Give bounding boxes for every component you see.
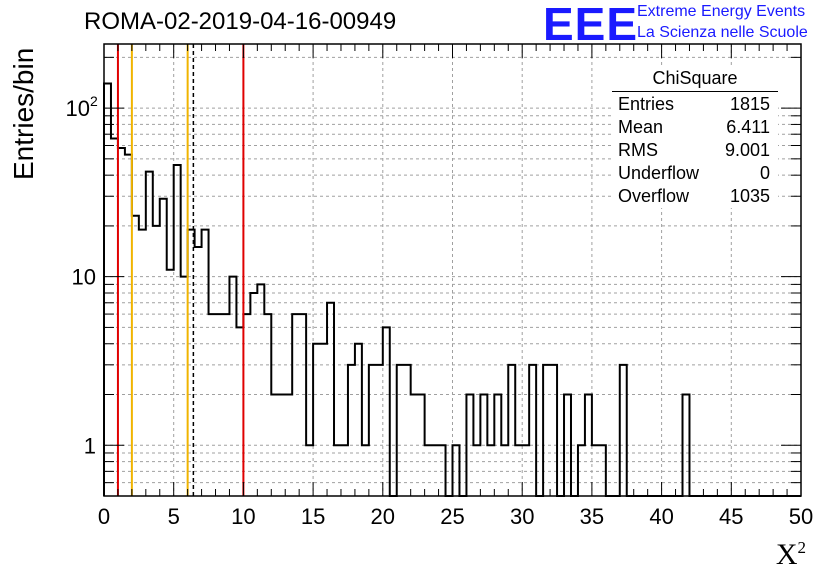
- stats-row-entries: Entries 1815: [618, 94, 770, 117]
- stats-row-overflow: Overflow 1035: [618, 186, 770, 209]
- x-tick-label: 35: [580, 504, 604, 529]
- x-tick-label: 50: [789, 504, 813, 529]
- y-tick-label: 10: [66, 96, 90, 121]
- stats-key: Mean: [618, 117, 664, 137]
- x-axis-label-sup: 2: [797, 538, 807, 557]
- x-axis: 0 5 10 15 20 25 30 35 40 45 50: [98, 44, 813, 529]
- y-tick-label-exponent: 2: [90, 93, 98, 109]
- stats-divider: [612, 91, 778, 92]
- x-tick-label: 15: [301, 504, 325, 529]
- x-tick-label: 5: [168, 504, 180, 529]
- stats-key: Entries: [618, 94, 675, 114]
- stats-key: RMS: [618, 140, 658, 160]
- run-title: ROMA-02-2019-04-16-00949: [84, 8, 397, 35]
- y-tick-label: 1: [84, 433, 96, 458]
- stats-row-mean: Mean 6.411: [618, 117, 770, 140]
- stats-row-rms: RMS 9.001: [618, 140, 770, 163]
- logo-subtitle-1: Extreme Energy Events: [637, 3, 806, 20]
- stats-value: 6.411: [726, 117, 770, 137]
- stats-key: Overflow: [618, 186, 690, 206]
- y-tick-label: 10: [72, 265, 96, 290]
- x-tick-label: 40: [649, 504, 673, 529]
- y-axis-label: Entries/bin: [8, 47, 39, 180]
- stats-value: 0: [759, 163, 770, 183]
- eee-logo: EEE: [543, 0, 639, 50]
- x-tick-label: 20: [371, 504, 395, 529]
- x-tick-label: 25: [440, 504, 464, 529]
- stats-value: 9.001: [724, 140, 770, 160]
- logo-subtitle-2: La Scienza nelle Scuole: [637, 24, 808, 41]
- x-tick-label: 10: [231, 504, 255, 529]
- stats-value: 1815: [729, 94, 770, 114]
- x-tick-label: 30: [510, 504, 534, 529]
- stats-key: Underflow: [618, 163, 700, 183]
- stats-value: 1035: [729, 186, 770, 206]
- x-axis-label: X2: [776, 538, 806, 572]
- reference-lines: [116, 44, 245, 496]
- stats-box: ChiSquare Entries 1815 Mean 6.411 RMS 9.001…: [612, 66, 778, 208]
- x-axis-label-text: X: [775, 538, 798, 571]
- stats-row-underflow: Underflow 0: [618, 163, 770, 186]
- stats-title: ChiSquare: [652, 68, 738, 88]
- x-tick-label: 0: [98, 504, 110, 529]
- x-tick-label: 45: [719, 504, 743, 529]
